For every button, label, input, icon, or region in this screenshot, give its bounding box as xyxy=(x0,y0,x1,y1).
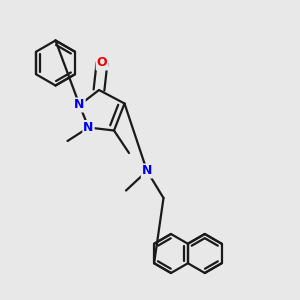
Text: N: N xyxy=(83,121,94,134)
Text: N: N xyxy=(74,98,85,112)
Text: O: O xyxy=(97,56,107,70)
Text: N: N xyxy=(142,164,152,178)
